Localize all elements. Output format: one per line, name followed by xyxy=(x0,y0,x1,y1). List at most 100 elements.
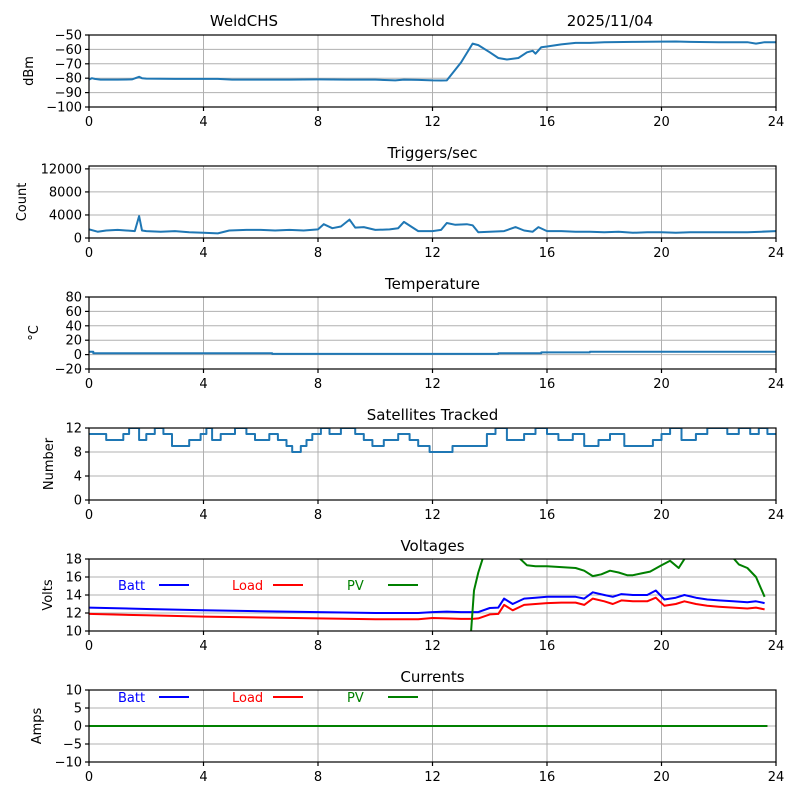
y-tick-label: −10 xyxy=(55,756,82,771)
x-tick-label: 4 xyxy=(199,246,207,261)
legend-label-batt: Batt xyxy=(118,691,145,706)
x-tick-label: 12 xyxy=(424,246,441,261)
y-tick-label: 10 xyxy=(65,625,82,640)
x-tick-label: 4 xyxy=(199,770,207,785)
y-tick-label: 20 xyxy=(65,334,82,349)
x-tick-label: 8 xyxy=(314,508,322,523)
y-tick-label: 14 xyxy=(65,589,82,604)
x-tick-label: 12 xyxy=(424,770,441,785)
x-tick-label: 12 xyxy=(424,377,441,392)
y-tick-label: 60 xyxy=(65,305,82,320)
x-tick-label: 8 xyxy=(314,377,322,392)
y-axis-label: Amps xyxy=(30,707,45,744)
x-tick-label: 8 xyxy=(314,639,322,654)
x-tick-label: 8 xyxy=(314,770,322,785)
x-tick-label: 16 xyxy=(539,639,556,654)
y-tick-label: 80 xyxy=(65,291,82,306)
y-axis-label: °C xyxy=(27,325,42,341)
y-tick-label: 10 xyxy=(65,684,82,699)
y-tick-label: 16 xyxy=(65,571,82,586)
series-line-satellites xyxy=(89,428,776,453)
panel-triggers: 0 4 8 12 16 20 24 0 4000 8000 12000 Triggers/sec Cou… xyxy=(15,144,784,261)
y-tick-label: 0 xyxy=(74,348,82,363)
y-axis-label: Number xyxy=(42,437,57,490)
x-tick-label: 12 xyxy=(424,639,441,654)
x-tick-label: 0 xyxy=(85,246,93,261)
y-tick-label: 12000 xyxy=(41,162,82,177)
panel-title: Temperature xyxy=(384,275,480,293)
x-tick-label: 0 xyxy=(85,115,93,130)
legend-label-load: Load xyxy=(232,579,263,594)
y-tick-label: 4 xyxy=(74,470,82,485)
y-tick-label: −5 xyxy=(63,738,82,753)
x-tick-label: 0 xyxy=(85,770,93,785)
panel-title: Voltages xyxy=(400,537,464,555)
series-group xyxy=(89,428,776,453)
x-tick-label: 4 xyxy=(199,115,207,130)
x-tick-label: 20 xyxy=(653,770,670,785)
x-tick-label: 24 xyxy=(768,770,785,785)
y-tick-label: 0 xyxy=(74,232,82,247)
legend: Batt Load PV xyxy=(118,579,418,594)
x-tick-label: 24 xyxy=(768,246,785,261)
series-line-triggers-sec xyxy=(89,215,776,235)
panel-title: Satellites Tracked xyxy=(367,406,498,424)
legend-label-pv: PV xyxy=(347,579,364,594)
y-tick-label: −80 xyxy=(55,72,82,87)
y-tick-label: −70 xyxy=(55,57,82,72)
panel-voltages: 0 4 8 12 16 20 24 10 12 14 16 18 Voltages Volts Batt Lo… xyxy=(41,537,784,654)
series-line-batt xyxy=(89,589,765,614)
x-tick-label: 20 xyxy=(653,639,670,654)
y-tick-label: 0 xyxy=(74,720,82,735)
y-tick-label: 0 xyxy=(74,494,82,509)
x-tick-label: 12 xyxy=(424,508,441,523)
panel-title: Triggers/sec xyxy=(387,144,478,162)
x-tick-label: 0 xyxy=(85,377,93,392)
series-group xyxy=(89,215,776,235)
x-tick-label: 24 xyxy=(768,508,785,523)
x-tick-label: 16 xyxy=(539,115,556,130)
x-tick-label: 8 xyxy=(314,115,322,130)
panel-title: Currents xyxy=(400,668,464,686)
y-tick-label: −20 xyxy=(55,363,82,378)
header-date: 2025/11/04 xyxy=(567,12,653,30)
x-tick-label: 16 xyxy=(539,770,556,785)
y-tick-label: 18 xyxy=(65,553,82,568)
y-tick-label: 8000 xyxy=(49,185,82,200)
y-tick-label: 8 xyxy=(74,446,82,461)
panel-threshold: 0 4 8 12 16 20 24 −100−90−80−70−60−50 dBm xyxy=(22,29,784,131)
figure-header: WeldCHS Threshold 2025/11/04 xyxy=(210,12,653,30)
legend: Batt Load PV xyxy=(118,691,418,706)
x-tick-label: 4 xyxy=(199,377,207,392)
y-tick-label: 12 xyxy=(65,607,82,622)
x-tick-label: 16 xyxy=(539,246,556,261)
y-axis-label: dBm xyxy=(22,56,37,86)
legend-label-batt: Batt xyxy=(118,579,145,594)
x-tick-label: 24 xyxy=(768,115,785,130)
x-tick-label: 20 xyxy=(653,246,670,261)
series-group xyxy=(89,350,776,355)
header-mode: Threshold xyxy=(370,12,445,30)
x-tick-label: 20 xyxy=(653,115,670,130)
x-tick-label: 4 xyxy=(199,508,207,523)
x-tick-label: 0 xyxy=(85,639,93,654)
y-axis-label: Volts xyxy=(41,579,56,611)
panel-satellites: 0 4 8 12 16 20 24 0 4 8 12 Satellites Tracked Number xyxy=(42,406,784,523)
series-line-threshold xyxy=(89,40,776,82)
x-tick-label: 20 xyxy=(653,508,670,523)
y-tick-label: 4000 xyxy=(49,208,82,223)
x-tick-label: 16 xyxy=(539,377,556,392)
x-tick-label: 12 xyxy=(424,115,441,130)
series-group xyxy=(89,40,776,82)
series-group xyxy=(89,559,766,631)
series-line-temperature xyxy=(89,350,776,355)
y-tick-label: −60 xyxy=(55,43,82,58)
series-line-pv xyxy=(470,559,766,631)
x-tick-label: 4 xyxy=(199,639,207,654)
x-tick-label: 16 xyxy=(539,508,556,523)
legend-label-load: Load xyxy=(232,691,263,706)
x-tick-label: 24 xyxy=(768,377,785,392)
